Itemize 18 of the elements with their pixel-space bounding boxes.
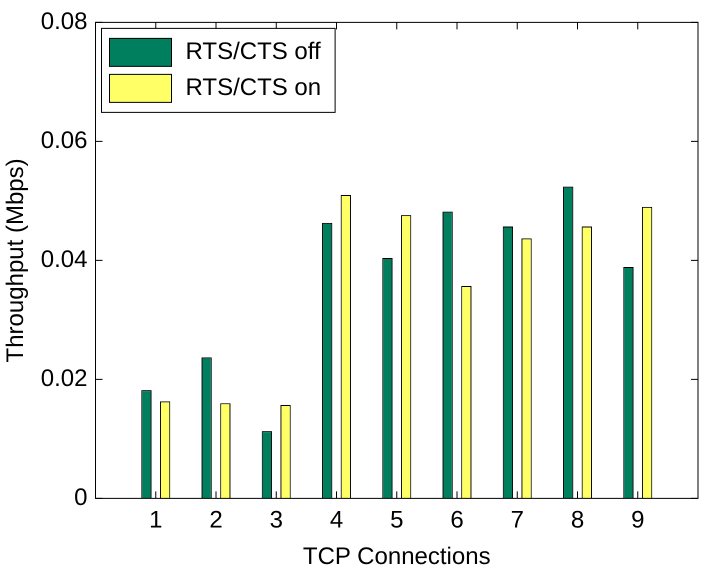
x-tick-label: 6 [450,506,464,534]
x-tick-label: 1 [149,506,162,534]
x-tick-label: 8 [570,506,584,534]
x-tick-label: 9 [631,506,644,534]
x-tick-label: 3 [270,506,283,534]
legend-label: RTS/CTS off [186,38,321,66]
y-tick-label: 0 [74,484,88,512]
y-tick-label: 0.02 [40,365,88,392]
x-tick-label: 2 [209,506,223,534]
x-tick-label: 5 [390,506,404,534]
x-tick-label: 7 [510,506,524,534]
x-tick-label: 4 [330,506,344,534]
legend-label: RTS/CTS on [186,74,322,102]
y-tick-label: 0.06 [40,127,88,154]
y-tick-label: 0.08 [40,8,88,36]
y-tick-label: 0.04 [40,246,88,274]
x-axis-title: TCP Connections [302,543,491,570]
y-axis-title: Throughput (Mbps) [2,158,30,362]
